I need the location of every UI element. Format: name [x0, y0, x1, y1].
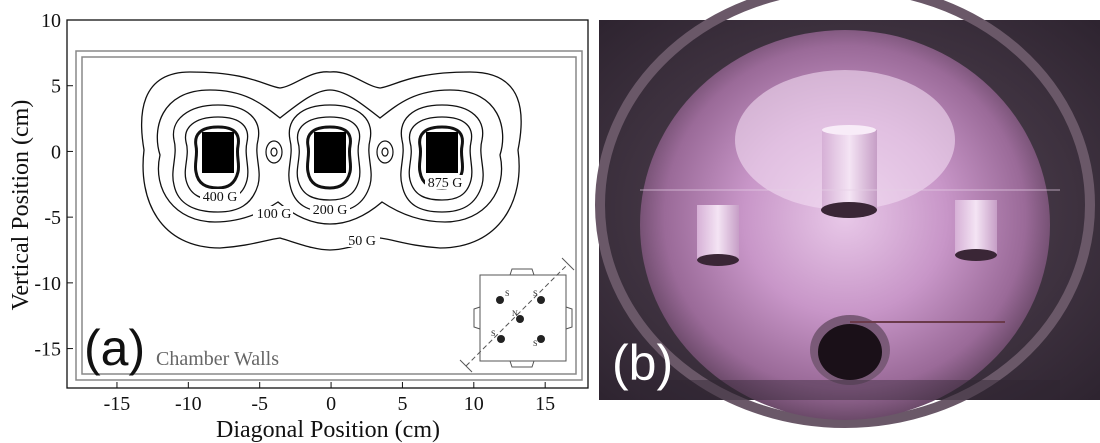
- cylinder-left: [697, 205, 739, 266]
- inset-magnet-lr: [537, 335, 545, 343]
- label-400g: 400 G: [203, 190, 238, 205]
- magnets: [202, 132, 458, 173]
- chamber-inset: S S N S S: [459, 257, 575, 373]
- inset-label-s4: S: [533, 339, 537, 348]
- chamber-rim: [595, 0, 1095, 428]
- y-axis-title: Vertical Position (cm): [8, 100, 34, 311]
- inset-magnet-ur: [537, 296, 545, 304]
- y-tick-label: -10: [34, 273, 61, 295]
- label-100g: 100 G: [257, 207, 292, 222]
- cylinder-right: [955, 200, 997, 261]
- chamber-wall-outer: [75, 50, 583, 381]
- inset-magnet-c: [516, 315, 524, 323]
- null-island-left-outer: [265, 140, 283, 164]
- x-tick-label: -15: [104, 393, 131, 415]
- x-tick-label: 5: [397, 393, 407, 415]
- chamber-walls-label: Chamber Walls: [156, 348, 279, 370]
- panel-a: -15 -10 -5 0 5 10 15 10 5 0 -5 -10 -15 Diagonal Pos…: [8, 10, 589, 443]
- label-200g: 200 G: [313, 203, 348, 218]
- inset-label-s2: S: [533, 289, 537, 298]
- x-tick-label: 15: [535, 393, 555, 415]
- x-tick-label: -10: [175, 393, 202, 415]
- panel-a-label: (a): [84, 320, 145, 376]
- y-tick-label: 5: [51, 76, 61, 98]
- x-tick-label: 0: [326, 393, 336, 415]
- label-50g: 50 G: [348, 234, 376, 249]
- contour-100g: [156, 89, 504, 225]
- magnet-center: [314, 132, 346, 173]
- bottom-port: [810, 315, 1005, 385]
- inset-label-s1: S: [505, 289, 509, 298]
- y-tick-label: -15: [34, 339, 61, 361]
- x-tick-label: 10: [464, 393, 484, 415]
- panel-b-label: (b): [612, 335, 673, 391]
- inset-label-s3: S: [491, 329, 495, 338]
- null-island-left-inner: [270, 147, 278, 157]
- x-tick-label: -5: [251, 393, 268, 415]
- y-tick-label: -5: [44, 207, 61, 229]
- inset-magnet-ul: [496, 296, 504, 304]
- contour-labels: 875 G 400 G 200 G 100 G 50 G: [200, 175, 465, 249]
- contour-875g-center: [305, 125, 353, 190]
- contour-200g-left: [172, 104, 260, 213]
- null-island-right-outer: [376, 140, 394, 164]
- y-tick-label: 10: [41, 10, 61, 32]
- panel-b-photo: (b): [595, 0, 1100, 428]
- inset-magnet-ll: [497, 335, 505, 343]
- contour-400g-center: [296, 116, 361, 201]
- y-axis-ticks: 10 5 0 -5 -10 -15: [34, 10, 73, 361]
- x-axis-title: Diagonal Position (cm): [216, 417, 440, 443]
- label-875g: 875 G: [428, 176, 463, 191]
- contour-875g-left: [193, 125, 241, 190]
- inset-label-n: N: [512, 309, 518, 318]
- magnet-left: [202, 132, 234, 173]
- x-axis-ticks: -15 -10 -5 0 5 10 15: [104, 382, 555, 415]
- inset-diagonal: [465, 263, 569, 367]
- cylinder-center: [821, 125, 877, 218]
- contour-50g: [140, 71, 522, 251]
- y-tick-label: 0: [51, 141, 61, 163]
- contour-400g-right: [408, 116, 473, 201]
- magnet-right: [426, 132, 458, 173]
- null-island-right-inner: [381, 147, 389, 157]
- contour-200g-right: [400, 104, 484, 213]
- chamber-wall-inner: [81, 56, 577, 375]
